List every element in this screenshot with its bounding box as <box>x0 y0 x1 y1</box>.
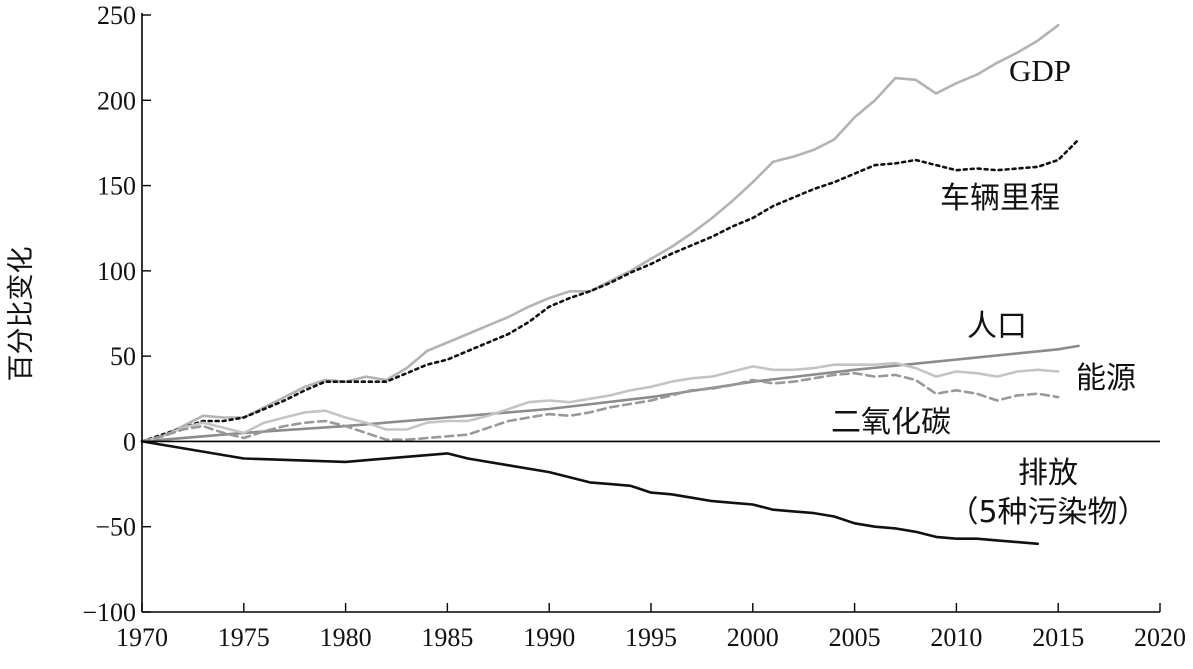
x-tick-label: 2000 <box>727 623 779 652</box>
y-tick-label: 200 <box>97 86 136 115</box>
x-tick-label: 2015 <box>1032 623 1084 652</box>
series-label-3: 能源 <box>1076 361 1136 396</box>
y-tick-label: −50 <box>95 513 136 542</box>
series-label-0: GDP <box>1009 53 1071 88</box>
y-axis-title: 百分比变化 <box>6 247 37 382</box>
x-tick-label: 1990 <box>523 623 575 652</box>
x-tick-label: 2020 <box>1134 623 1186 652</box>
x-tick-label: 1995 <box>625 623 677 652</box>
series-label-4: 二氧化碳 <box>831 405 951 440</box>
series-label-1: 车辆里程 <box>940 181 1060 216</box>
y-tick-label: 50 <box>110 342 136 371</box>
y-tick-label: 100 <box>97 257 136 286</box>
y-tick-label: 0 <box>123 427 136 456</box>
y-tick-label: 150 <box>97 172 136 201</box>
series-label-5-line-1: （5种污染物） <box>948 495 1147 530</box>
x-tick-label: 1985 <box>421 623 473 652</box>
series-label-5-line-0: 排放 <box>1018 456 1078 491</box>
x-tick-label: 1980 <box>320 623 372 652</box>
series-line-5 <box>140 440 1040 546</box>
y-tick-label: 250 <box>97 1 136 30</box>
series-line-1 <box>140 138 1080 443</box>
series-line-2 <box>140 344 1080 443</box>
series-label-2: 人口 <box>967 309 1027 344</box>
series-lines <box>140 23 1080 546</box>
x-tick-label: 1975 <box>218 623 270 652</box>
x-tick-label: 2005 <box>829 623 881 652</box>
series-line-0 <box>140 23 1060 443</box>
y-tick-label: −100 <box>82 598 136 627</box>
x-tick-label: 2010 <box>930 623 982 652</box>
x-axis-ticks: 1970 1975 1980 1985 1990 1995 2000 2005 2010 2015… <box>116 603 1186 652</box>
x-tick-label: 1970 <box>116 623 168 652</box>
series-line-3 <box>140 361 1060 443</box>
y-axis-ticks: −100 −50 0 50 100 150 200 250 <box>82 1 151 627</box>
series-line-4 <box>140 371 1060 443</box>
